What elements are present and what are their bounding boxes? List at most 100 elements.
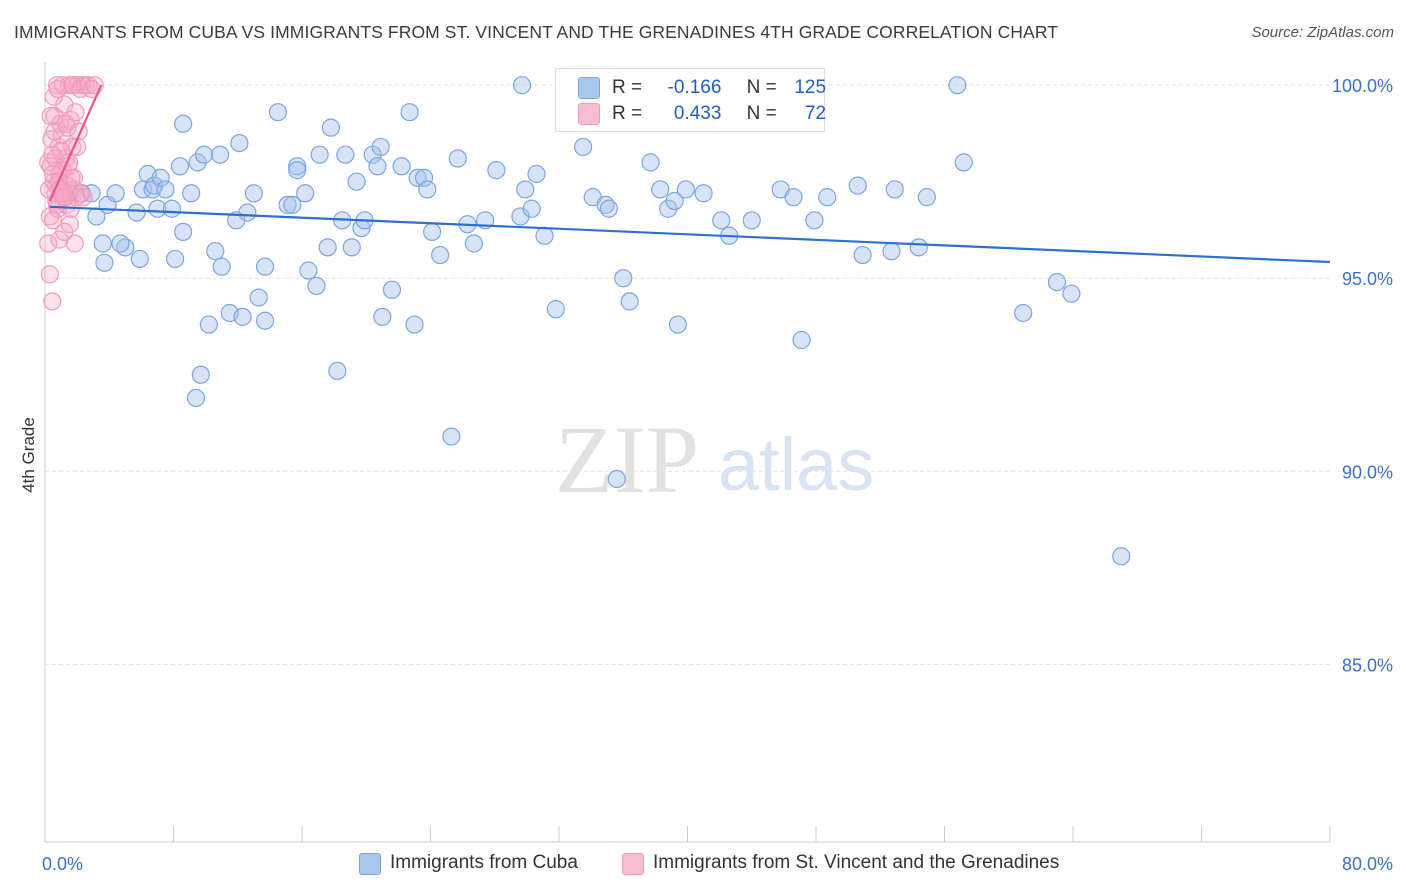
legend-n-value: 125 (794, 77, 827, 98)
point-svg (56, 114, 75, 133)
legend-r-value: -0.166 (667, 77, 722, 98)
point-cuba (382, 280, 402, 299)
point-cuba (909, 238, 928, 257)
point-cuba (665, 191, 684, 211)
point-cuba (423, 222, 442, 242)
legend-n-label: N = (746, 77, 777, 98)
point-cuba (948, 76, 967, 95)
x-tick-label: 80.0% (1342, 854, 1393, 874)
bottom-legend-swatch-svg (622, 853, 644, 875)
point-cuba (1112, 547, 1131, 566)
y-tick-label: 90.0% (1342, 462, 1393, 482)
point-cuba (784, 188, 803, 207)
point-cuba (174, 222, 193, 242)
point-cuba (431, 245, 450, 265)
legend-n-label: N = (746, 103, 777, 124)
point-cuba (1062, 284, 1081, 303)
point-cuba (268, 103, 288, 122)
point-cuba (233, 307, 252, 326)
point-cuba (255, 257, 275, 276)
legend-swatch-cuba (578, 77, 600, 99)
point-cuba (156, 180, 175, 199)
point-svg (41, 106, 60, 126)
point-cuba (676, 180, 695, 199)
point-cuba (641, 153, 660, 172)
point-cuba (1047, 272, 1067, 292)
point-cuba (400, 103, 419, 122)
point-cuba (130, 249, 149, 269)
trend-line-cuba (49, 205, 1331, 264)
point-cuba (151, 168, 170, 187)
y-tick-label: 95.0% (1342, 269, 1393, 289)
point-cuba (853, 245, 872, 265)
point-cuba (954, 153, 973, 172)
trend-line-svg (48, 84, 103, 202)
y-tick-label: 100.0% (1332, 76, 1393, 96)
point-cuba (106, 184, 125, 203)
watermark-atlas: atlas (718, 423, 874, 506)
legend-r-value: 0.433 (673, 103, 722, 124)
bottom-legend-label-svg: Immigrants from St. Vincent and the Gren… (653, 852, 1060, 873)
y-axis-title: 4th Grade (19, 417, 38, 493)
point-cuba (408, 168, 427, 187)
point-svg (43, 145, 62, 164)
point-cuba (418, 180, 437, 199)
point-cuba (442, 427, 461, 446)
axis-labels: 100.0% 95.0% 90.0% 85.0% 0.0% 80.0% 4th Grade (19, 76, 1393, 874)
point-cuba (405, 315, 424, 334)
point-cuba (191, 365, 210, 384)
point-svg (66, 103, 85, 122)
bottom-legend-swatch-cuba (359, 853, 381, 875)
point-cuba (186, 388, 206, 408)
point-svg (48, 79, 67, 99)
point-cuba (148, 199, 167, 218)
point-svg (39, 234, 58, 253)
point-cuba (249, 288, 268, 307)
point-cuba (651, 180, 670, 199)
point-cuba (255, 311, 275, 330)
point-svg (55, 222, 74, 242)
point-cuba (414, 168, 434, 187)
point-cuba (464, 234, 483, 253)
point-cuba (742, 211, 761, 230)
point-cuba (487, 161, 506, 180)
point-cuba (694, 184, 713, 203)
point-cuba (111, 234, 130, 253)
point-cuba (792, 330, 811, 350)
point-cuba (668, 315, 687, 334)
correlation-legend: R = -0.166 N = 125 R = 0.433 N = 72 (555, 68, 827, 132)
chart-title: IMMIGRANTS FROM CUBA VS IMMIGRANTS FROM … (14, 22, 1059, 42)
point-cuba (573, 137, 593, 157)
point-svg (74, 188, 93, 207)
watermark-zip: ZIP (555, 406, 699, 513)
point-cuba (546, 300, 565, 319)
point-cuba (127, 203, 146, 222)
point-cuba (296, 184, 315, 203)
point-cuba (516, 180, 535, 199)
point-cuba (342, 238, 361, 257)
point-cuba (199, 315, 218, 334)
point-cuba (512, 76, 532, 95)
point-cuba (1014, 303, 1033, 323)
point-cuba (336, 145, 355, 164)
point-cuba (620, 292, 639, 311)
point-cuba (882, 242, 901, 261)
point-cuba (527, 164, 546, 184)
point-cuba (162, 199, 181, 218)
point-cuba (448, 149, 467, 168)
point-svg (40, 265, 59, 284)
point-svg (64, 168, 84, 187)
point-cuba (288, 157, 307, 176)
axes (44, 62, 1331, 843)
point-cuba (288, 161, 307, 180)
gridlines (45, 84, 1330, 665)
y-tick-label: 85.0% (1342, 655, 1393, 675)
point-cuba (712, 211, 731, 230)
data-points (39, 76, 1131, 566)
point-cuba (166, 249, 185, 269)
bottom-legend-label-cuba: Immigrants from Cuba (390, 852, 578, 873)
trend-lines (48, 84, 1331, 264)
chart-source: Source: ZipAtlas.com (1251, 24, 1394, 41)
point-cuba (321, 118, 341, 137)
